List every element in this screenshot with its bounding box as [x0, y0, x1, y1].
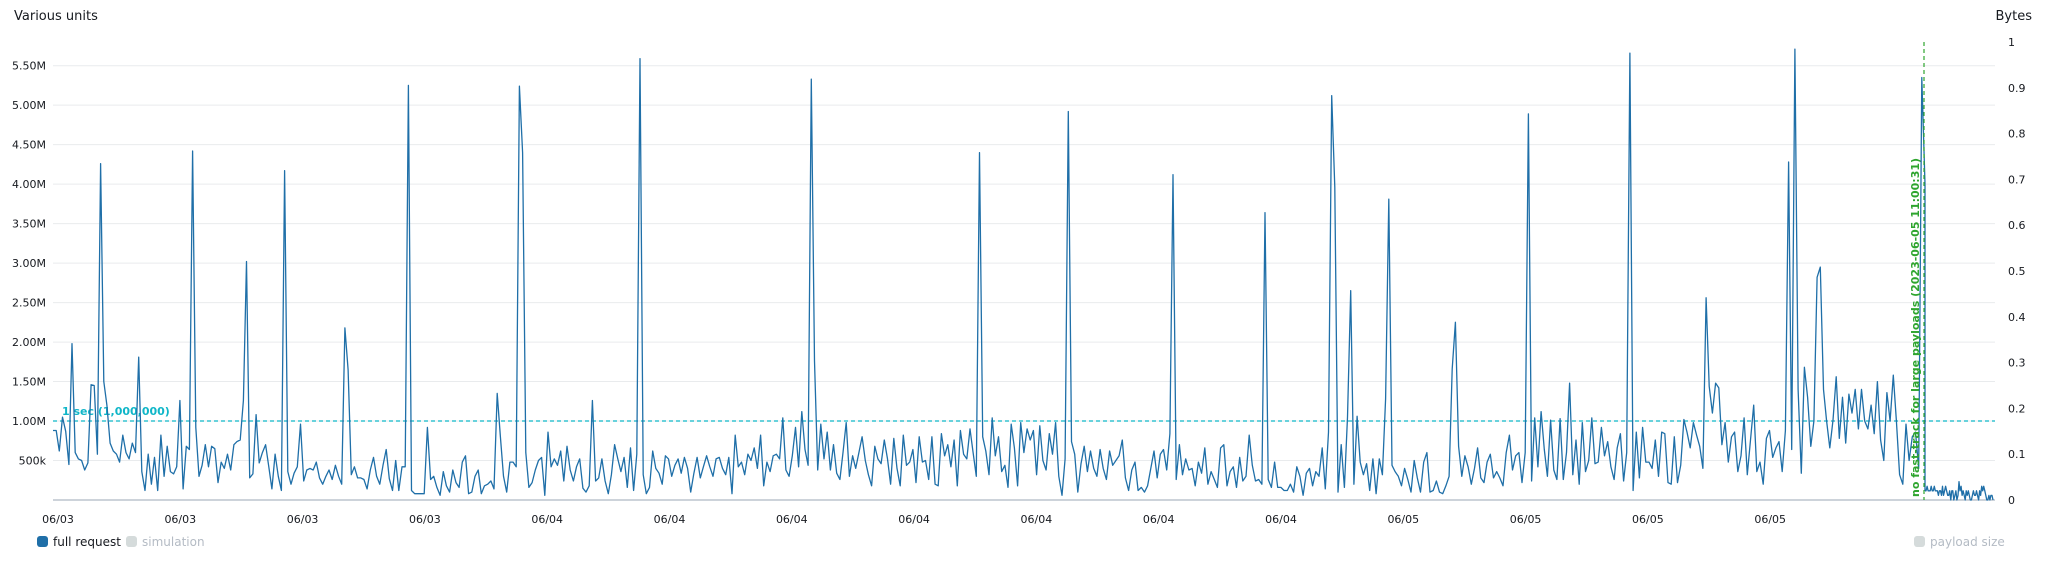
y-left-tick-label: 3.50M: [12, 218, 46, 231]
y-right-axis: 0 0.1 0.2 0.3 0.4 0.5 0.6 0.7 0.8 0.9 1: [2008, 36, 2026, 507]
x-tick-label: 06/03: [42, 513, 74, 526]
y-left-tick-label: 5.00M: [12, 99, 46, 112]
x-tick-label: 06/05: [1510, 513, 1542, 526]
legend-item-full-request[interactable]: full request: [37, 535, 121, 549]
legend-item-payload-size[interactable]: payload size: [1914, 535, 2005, 549]
y-left-tick-label: 4.50M: [12, 139, 46, 152]
y-left-tick-label: 2.00M: [12, 336, 46, 349]
x-tick-label: 06/04: [1021, 513, 1053, 526]
legend-swatch: [126, 536, 137, 547]
legend-label: full request: [53, 535, 121, 549]
annotation-label: no fast-track for large payloads (2023-0…: [1909, 158, 1922, 497]
left-axis-title: Various units: [14, 9, 98, 24]
x-tick-label: 06/04: [898, 513, 930, 526]
legend-label: payload size: [1930, 535, 2005, 549]
y-right-tick-label: 0.7: [2008, 173, 2026, 186]
x-tick-label: 06/03: [164, 513, 196, 526]
legend-swatch: [37, 536, 48, 547]
y-left-tick-label: 4.00M: [12, 178, 46, 191]
y-right-tick-label: 0.5: [2008, 265, 2026, 278]
y-right-tick-label: 0.6: [2008, 219, 2026, 232]
x-tick-label: 06/03: [287, 513, 319, 526]
x-tick-label: 06/05: [1632, 513, 1664, 526]
legend: full request simulation payload size: [37, 535, 2005, 549]
y-right-tick-label: 1: [2008, 36, 2015, 49]
y-left-tick-label: 5.50M: [12, 60, 46, 73]
y-left-tick-label: 3.00M: [12, 257, 46, 270]
x-tick-label: 06/04: [1143, 513, 1175, 526]
series-line-full-request: [53, 48, 1926, 496]
x-axis: 06/03 06/03 06/03 06/03 06/04 06/04 06/04 06/04…: [42, 513, 1786, 526]
y-right-tick-label: 0.4: [2008, 311, 2026, 324]
y-right-tick-label: 0.3: [2008, 357, 2026, 370]
x-tick-label: 06/04: [531, 513, 563, 526]
y-left-tick-label: 500k: [19, 455, 47, 468]
right-axis-title: Bytes: [1996, 9, 2033, 24]
y-left-tick-label: 2.50M: [12, 297, 46, 310]
y-right-tick-label: 0.9: [2008, 82, 2026, 95]
y-left-tick-label: 1.00M: [12, 415, 46, 428]
y-left-axis: 500k 1.00M 1.50M 2.00M 2.50M 3.00M 3.50M 4.00M 4…: [12, 60, 47, 468]
legend-swatch: [1914, 536, 1925, 547]
threshold-line: 1 sec (1,000,000): [53, 405, 1995, 422]
annotation: no fast-track for large payloads (2023-0…: [1909, 42, 1925, 500]
series-layer: [53, 48, 1994, 501]
y-right-tick-label: 0.2: [2008, 402, 2026, 415]
legend-item-simulation[interactable]: simulation: [126, 535, 205, 549]
x-tick-label: 06/05: [1387, 513, 1419, 526]
x-tick-label: 06/04: [776, 513, 808, 526]
x-tick-label: 06/04: [1265, 513, 1297, 526]
y-right-tick-label: 0: [2008, 494, 2015, 507]
x-tick-label: 06/05: [1754, 513, 1786, 526]
threshold-label: 1 sec (1,000,000): [62, 405, 170, 418]
y-right-tick-label: 0.1: [2008, 448, 2026, 461]
legend-label: simulation: [142, 535, 205, 549]
y-right-tick-label: 0.8: [2008, 128, 2026, 141]
x-tick-label: 06/04: [654, 513, 686, 526]
y-left-tick-label: 1.50M: [12, 376, 46, 389]
series-line-tail: [1925, 481, 1994, 501]
x-tick-label: 06/03: [409, 513, 441, 526]
